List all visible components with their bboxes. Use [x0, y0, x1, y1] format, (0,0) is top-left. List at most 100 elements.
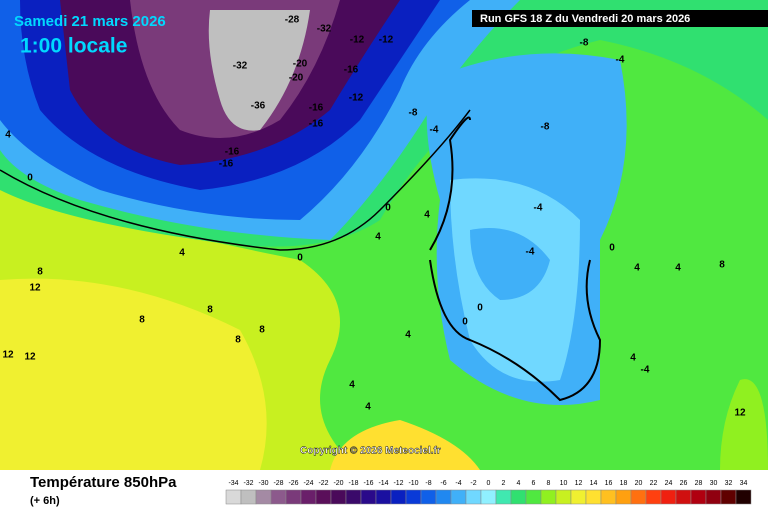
legend-title: Température 850hPa — [30, 474, 177, 491]
scale-label: -22 — [318, 480, 328, 487]
contour-label: 8 — [719, 260, 725, 271]
contour-label: -20 — [289, 73, 304, 84]
contour-label: -16 — [309, 119, 324, 130]
legend-subtitle: (+ 6h) — [30, 495, 60, 507]
contour-label: -32 — [233, 61, 248, 72]
scale-swatch — [360, 489, 377, 505]
scale-label: 16 — [605, 480, 613, 487]
scale-swatch — [585, 489, 602, 505]
scale-swatch — [390, 489, 407, 505]
contour-label: 12 — [734, 408, 746, 419]
contour-label: 8 — [37, 267, 43, 278]
contour-label: 0 — [609, 243, 615, 254]
contour-label: -4 — [534, 203, 543, 214]
contour-label: -8 — [580, 38, 589, 49]
scale-label: 28 — [695, 480, 703, 487]
contour-label: 4 — [675, 263, 681, 274]
scale-swatch — [660, 489, 677, 505]
contour-label: -4 — [430, 125, 439, 136]
contour-label: -4 — [526, 247, 535, 258]
contour-label: -20 — [293, 59, 308, 70]
scale-swatch — [465, 489, 482, 505]
scale-label: -32 — [243, 480, 253, 487]
scale-swatch — [240, 489, 257, 505]
scale-label: -14 — [378, 480, 388, 487]
scale-label: -10 — [408, 480, 418, 487]
contour-label: 8 — [259, 325, 265, 336]
scale-label: -28 — [273, 480, 283, 487]
contour-label: -16 — [309, 103, 324, 114]
contour-label: 12 — [2, 350, 14, 361]
scale-label: 14 — [590, 480, 598, 487]
scale-swatch — [435, 489, 452, 505]
scale-swatch — [345, 489, 362, 505]
contour-label: -12 — [379, 35, 394, 46]
scale-label: 30 — [710, 480, 718, 487]
scale-label: 20 — [635, 480, 643, 487]
contour-label: 4 — [365, 402, 371, 413]
scale-label: -26 — [288, 480, 298, 487]
contour-label: 4 — [5, 130, 11, 141]
time-label: 1:00 locale — [20, 35, 127, 58]
scale-label: -4 — [455, 480, 461, 487]
scale-swatch — [690, 489, 707, 505]
scale-label: 6 — [532, 480, 536, 487]
scale-label: 18 — [620, 480, 628, 487]
contour-label: 4 — [634, 263, 640, 274]
contour-label: -16 — [219, 159, 234, 170]
contour-label: -8 — [541, 122, 550, 133]
contour-label: -12 — [349, 93, 364, 104]
contour-label: -4 — [616, 55, 625, 66]
contour-label: -28 — [285, 15, 300, 26]
contour-label: 0 — [385, 203, 391, 214]
scale-label: -24 — [303, 480, 313, 487]
contour-label: 12 — [24, 352, 36, 363]
scale-label: 2 — [502, 480, 506, 487]
color-scale: -34 -32 -30 -28 -26 -24 -22 -20 -18 -16 -14 -12 -10-… — [225, 480, 752, 505]
run-info: Run GFS 18 Z du Vendredi 20 mars 2026 — [480, 13, 690, 25]
contour-label: -12 — [350, 35, 365, 46]
scale-swatch — [255, 489, 272, 505]
scale-label: -6 — [440, 480, 446, 487]
scale-swatch — [675, 489, 692, 505]
contour-label: 0 — [462, 317, 468, 328]
scale-swatch — [615, 489, 632, 505]
scale-label: -2 — [470, 480, 476, 487]
scale-label: 8 — [547, 480, 551, 487]
scale-swatch — [645, 489, 662, 505]
scale-swatch — [270, 489, 287, 505]
scale-label: 10 — [560, 480, 568, 487]
scale-swatch — [705, 489, 722, 505]
scale-label: -8 — [425, 480, 431, 487]
scale-swatch — [405, 489, 422, 505]
contour-label: 4 — [375, 232, 381, 243]
scale-label: 34 — [740, 480, 748, 487]
contour-label: 0 — [27, 173, 33, 184]
contour-label: 4 — [424, 210, 430, 221]
contour-label: -16 — [225, 147, 240, 158]
contour-label: 8 — [207, 305, 213, 316]
scale-swatch — [510, 489, 527, 505]
scale-label: -12 — [393, 480, 403, 487]
map-field — [0, 0, 768, 470]
scale-label: 24 — [665, 480, 673, 487]
scale-swatch — [225, 489, 242, 505]
contour-label: -16 — [344, 65, 359, 76]
scale-label: -18 — [348, 480, 358, 487]
scale-label: 0 — [487, 480, 491, 487]
contour-label: -8 — [409, 108, 418, 119]
scale-label: -20 — [333, 480, 343, 487]
scale-swatch — [570, 489, 587, 505]
scale-label: 26 — [680, 480, 688, 487]
scale-swatch — [495, 489, 512, 505]
contour-label: 12 — [29, 283, 41, 294]
scale-swatch — [600, 489, 617, 505]
contour-label: 4 — [405, 330, 411, 341]
contour-label: 0 — [297, 253, 303, 264]
contour-label: -36 — [251, 101, 266, 112]
date-label: Samedi 21 mars 2026 — [14, 13, 166, 30]
scale-swatch — [540, 489, 557, 505]
contour-label: 4 — [630, 353, 636, 364]
